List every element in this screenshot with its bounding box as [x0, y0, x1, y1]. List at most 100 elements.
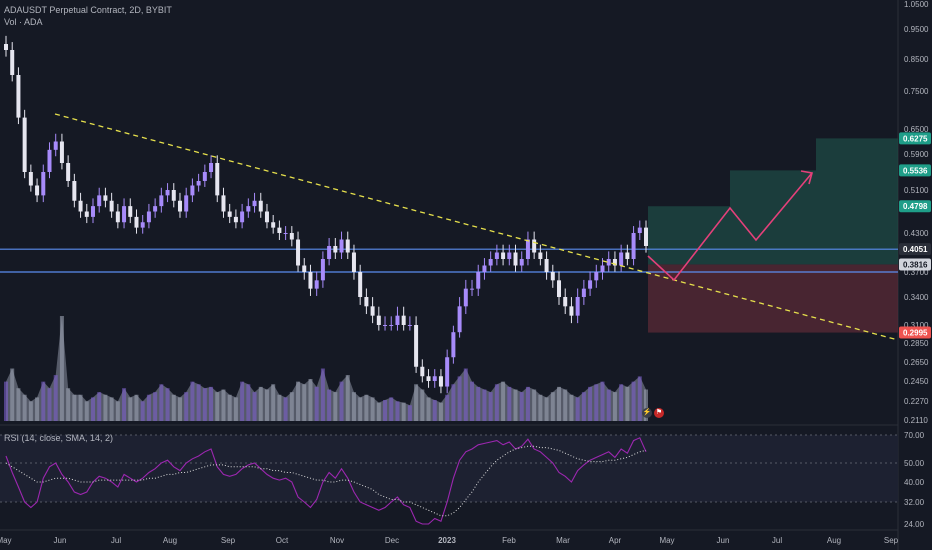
candle-body — [177, 200, 182, 212]
price-tag — [899, 258, 931, 271]
candle-body — [159, 195, 164, 207]
volume-bar — [451, 384, 456, 421]
price-tick-label: 0.5100 — [904, 186, 929, 195]
volume-bar — [532, 389, 537, 421]
volume-bar — [513, 389, 518, 421]
volume-bar — [84, 401, 89, 421]
candle-body — [401, 315, 406, 325]
candle-body — [190, 185, 195, 196]
candle-body — [376, 315, 381, 325]
volume-bar — [221, 389, 226, 421]
volume-bar — [358, 397, 363, 421]
candle-body — [364, 297, 369, 307]
candle-body — [59, 141, 64, 163]
volume-bar — [264, 389, 269, 421]
candle-body — [4, 44, 8, 50]
volume-bar — [283, 397, 288, 421]
volume-bar — [383, 400, 388, 421]
volume-bar — [538, 394, 543, 421]
time-tick-label: 2023 — [438, 536, 456, 545]
time-tick-label: Dec — [385, 536, 399, 545]
volume-bar — [78, 394, 83, 421]
candle-body — [16, 75, 21, 118]
volume-bar — [35, 397, 40, 421]
rsi-tick-label: 70.00 — [904, 431, 925, 440]
candle-body — [47, 149, 52, 172]
volume-bar — [240, 381, 245, 421]
volume-bar — [619, 384, 624, 421]
volume-bar — [153, 392, 158, 421]
time-tick-label: Sep — [221, 536, 236, 545]
candle-body — [221, 195, 226, 212]
candle-body — [463, 288, 468, 307]
candle-body — [563, 297, 568, 307]
price-tick-label: 0.2110 — [904, 416, 928, 425]
price-tag — [899, 132, 931, 145]
volume-bar — [351, 392, 356, 421]
volume-bar — [401, 402, 406, 421]
candle-body — [209, 163, 214, 172]
volume-bar — [470, 381, 475, 421]
price-tick-label: 0.2650 — [904, 358, 929, 367]
time-tick-label: Oct — [276, 536, 289, 545]
candle-body — [252, 200, 257, 207]
volume-bar — [575, 397, 580, 421]
candle-body — [66, 163, 71, 181]
volume-bar — [557, 386, 562, 421]
candle-body — [35, 185, 40, 196]
candle-body — [525, 239, 530, 259]
volume-bar — [28, 401, 33, 421]
candle-body — [370, 306, 375, 316]
volume-bar — [302, 384, 307, 421]
candle-body — [258, 200, 263, 212]
volume-bar — [128, 397, 133, 421]
candle-body — [581, 288, 586, 297]
volume-bar — [501, 381, 506, 421]
volume-bar — [320, 368, 325, 421]
volume-bar — [333, 392, 338, 421]
candle-body — [513, 252, 518, 266]
candle-body — [637, 227, 642, 233]
time-tick-label: Sep — [884, 536, 899, 545]
time-tick-label: Jul — [772, 536, 782, 545]
candle-body — [389, 325, 394, 326]
volume-bar — [277, 394, 282, 421]
candle-body — [339, 239, 344, 253]
candle-body — [588, 280, 593, 289]
volume-bar — [66, 388, 71, 421]
volume-bar — [314, 386, 319, 421]
volume-bar — [233, 397, 238, 421]
volume-bar — [4, 381, 8, 421]
volume-bar — [625, 386, 630, 421]
candle-body — [165, 190, 170, 196]
volume-bar — [97, 392, 102, 421]
candle-body — [575, 297, 580, 316]
descending-trendline — [54, 113, 899, 341]
candle-body — [488, 259, 493, 266]
candle-body — [320, 259, 325, 281]
lightning-icon[interactable]: ⚡ — [642, 408, 652, 418]
candle-body — [84, 211, 89, 217]
candle-body — [289, 233, 294, 240]
volume-bar — [115, 401, 120, 421]
drawing-overlays — [54, 113, 899, 341]
price-tag — [899, 200, 931, 213]
volume-bar — [16, 388, 21, 421]
price-tick-label: 0.2270 — [904, 397, 929, 406]
candle-body — [519, 259, 524, 266]
volume-bar — [414, 384, 419, 421]
candle-body — [333, 246, 338, 253]
candle-body — [264, 211, 269, 223]
rsi-legend: RSI (14, close, SMA, 14, 2) — [4, 433, 114, 443]
volume-bar — [246, 384, 251, 421]
flag-icon[interactable]: ⚑ — [654, 408, 664, 418]
volume-bar — [376, 402, 381, 421]
rsi-tick-label: 32.00 — [904, 498, 925, 507]
price-tick-label: 0.6500 — [904, 125, 929, 134]
volume-bar — [507, 386, 512, 421]
candle-body — [215, 163, 220, 196]
time-tick-label: Jun — [717, 536, 730, 545]
volume-bar — [308, 379, 313, 421]
projection-arrow — [647, 172, 813, 282]
